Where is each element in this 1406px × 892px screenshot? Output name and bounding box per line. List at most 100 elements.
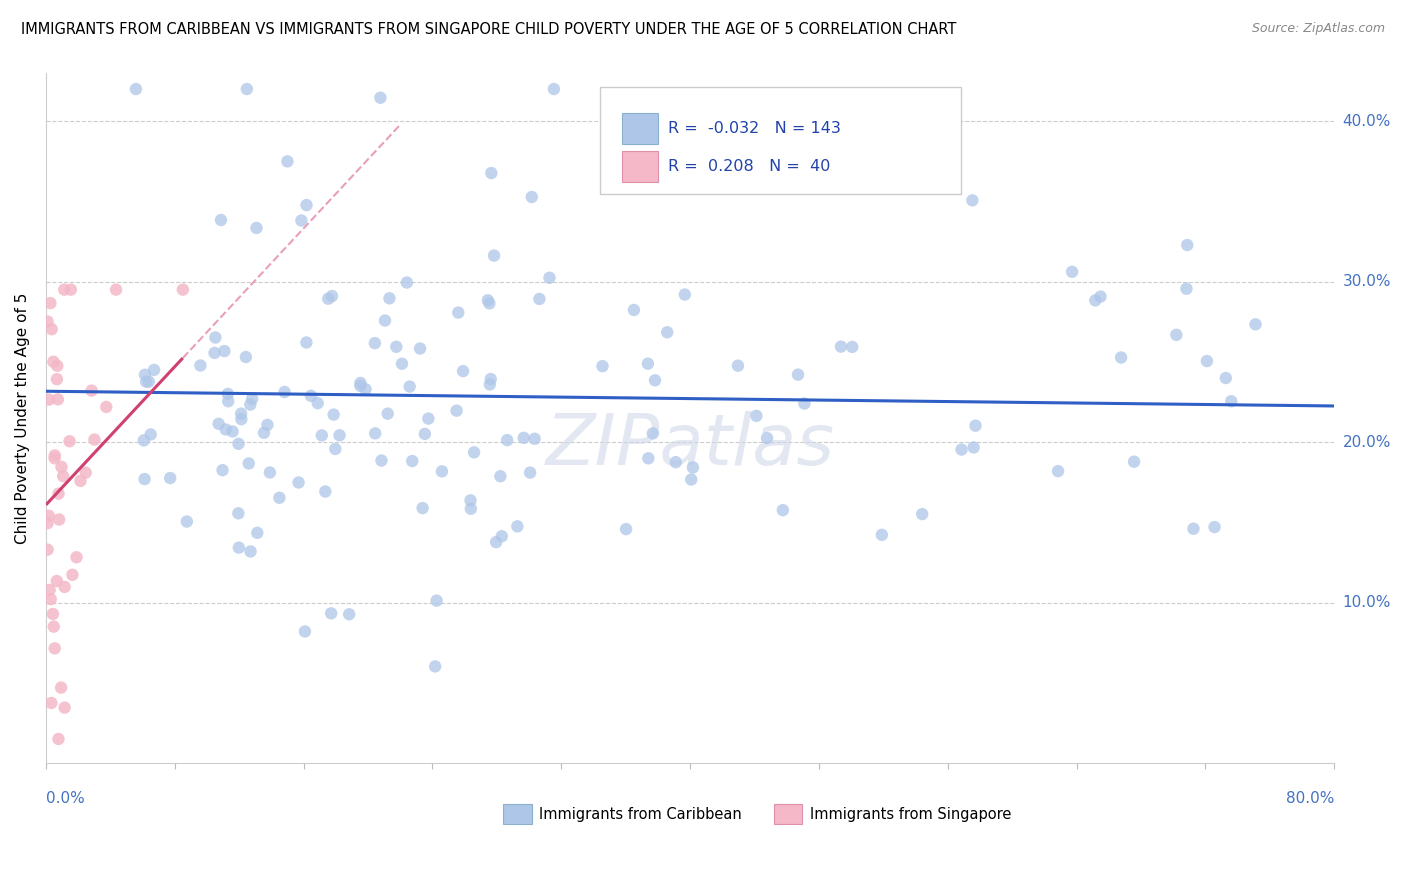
Point xyxy=(321,289,343,303)
Point xyxy=(295,335,318,350)
Point xyxy=(479,372,502,386)
Point xyxy=(772,503,794,517)
Text: 20.0%: 20.0% xyxy=(1343,434,1391,450)
Point xyxy=(204,346,226,360)
Point xyxy=(211,463,233,477)
Point xyxy=(45,574,67,588)
Point xyxy=(538,270,561,285)
Point xyxy=(911,507,934,521)
Point xyxy=(870,528,893,542)
Point xyxy=(1123,455,1146,469)
Point xyxy=(307,396,329,410)
Y-axis label: Child Poverty Under the Age of 5: Child Poverty Under the Age of 5 xyxy=(15,293,30,544)
Point xyxy=(132,434,155,448)
Point xyxy=(96,400,118,414)
Point xyxy=(253,425,276,440)
Point xyxy=(1220,394,1243,409)
Point xyxy=(787,368,810,382)
Point xyxy=(727,359,749,373)
Point xyxy=(139,427,162,442)
Point xyxy=(370,91,392,105)
Point xyxy=(259,466,281,480)
Point xyxy=(240,392,263,406)
Point xyxy=(228,506,250,520)
Text: 10.0%: 10.0% xyxy=(1343,595,1391,610)
Text: 40.0%: 40.0% xyxy=(1343,113,1391,128)
Point xyxy=(637,451,659,466)
Point xyxy=(378,291,401,305)
FancyBboxPatch shape xyxy=(503,805,531,824)
Point xyxy=(460,501,482,516)
Point xyxy=(287,475,309,490)
Point xyxy=(214,344,236,359)
Point xyxy=(172,283,194,297)
Point xyxy=(447,305,470,319)
Point xyxy=(217,387,239,401)
Point xyxy=(273,384,295,399)
Point xyxy=(513,431,536,445)
Point xyxy=(793,396,815,410)
Point xyxy=(46,392,69,407)
Point xyxy=(337,607,360,622)
Point xyxy=(401,454,423,468)
Point xyxy=(1109,351,1132,365)
Text: Source: ZipAtlas.com: Source: ZipAtlas.com xyxy=(1251,22,1385,36)
Point xyxy=(409,342,432,356)
Point xyxy=(62,567,84,582)
Point xyxy=(328,428,350,442)
Text: IMMIGRANTS FROM CARIBBEAN VS IMMIGRANTS FROM SINGAPORE CHILD POVERTY UNDER THE A: IMMIGRANTS FROM CARIBBEAN VS IMMIGRANTS … xyxy=(21,22,956,37)
Point xyxy=(105,283,128,297)
Point xyxy=(370,453,392,467)
FancyBboxPatch shape xyxy=(621,112,658,144)
Point xyxy=(1084,293,1107,308)
Point xyxy=(316,292,339,306)
Point xyxy=(413,426,436,441)
Point xyxy=(482,249,505,263)
Point xyxy=(80,384,103,398)
Point xyxy=(256,417,278,432)
Text: R =  0.208   N =  40: R = 0.208 N = 40 xyxy=(668,159,831,174)
Point xyxy=(543,82,565,96)
Point xyxy=(59,283,82,297)
Text: 80.0%: 80.0% xyxy=(1286,790,1334,805)
Point xyxy=(245,221,267,235)
Point xyxy=(506,519,529,533)
Point xyxy=(491,529,513,543)
Point xyxy=(209,213,232,227)
Point xyxy=(42,619,65,633)
Point xyxy=(58,434,80,449)
Point xyxy=(1182,522,1205,536)
Point xyxy=(398,379,420,393)
Point xyxy=(592,359,614,373)
Point xyxy=(52,469,75,483)
Point xyxy=(529,292,551,306)
Point xyxy=(485,535,508,549)
Text: 30.0%: 30.0% xyxy=(1343,274,1391,289)
Point xyxy=(42,607,65,621)
Point xyxy=(228,437,250,451)
Point xyxy=(83,433,105,447)
Point xyxy=(75,466,97,480)
Point xyxy=(1244,318,1267,332)
Point xyxy=(45,372,67,386)
Point xyxy=(51,459,73,474)
Point xyxy=(134,472,156,486)
Point xyxy=(1047,464,1070,478)
Point xyxy=(377,407,399,421)
Point xyxy=(159,471,181,485)
Point xyxy=(519,466,541,480)
Point xyxy=(53,700,76,714)
Point xyxy=(665,455,688,469)
Point xyxy=(37,516,59,531)
Point xyxy=(138,375,160,389)
Point xyxy=(644,373,666,387)
Point xyxy=(460,493,482,508)
Point xyxy=(637,357,659,371)
Point xyxy=(322,408,344,422)
Point xyxy=(477,293,499,308)
Text: Immigrants from Caribbean: Immigrants from Caribbean xyxy=(540,807,742,822)
Point xyxy=(37,314,59,328)
Point xyxy=(641,426,664,441)
Point xyxy=(681,473,703,487)
Point xyxy=(385,340,408,354)
